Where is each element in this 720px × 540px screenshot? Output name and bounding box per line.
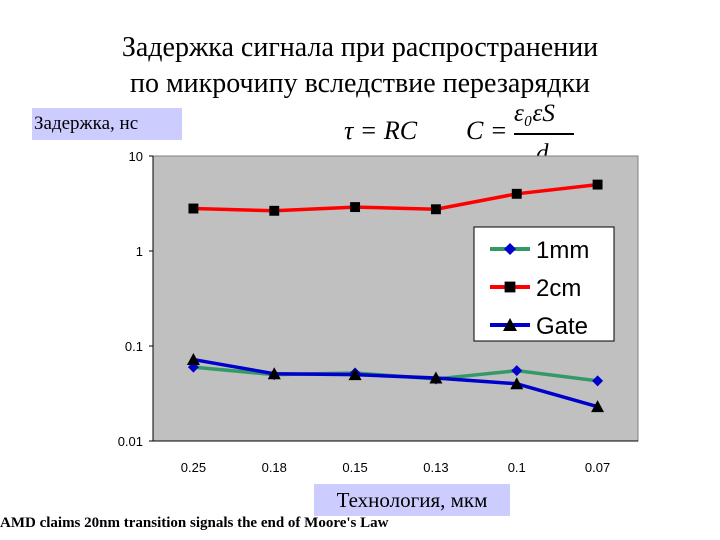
data-point-1mm bbox=[511, 365, 523, 377]
y-axis-label: Задержка, нс bbox=[32, 108, 182, 140]
data-point-1mm bbox=[592, 375, 604, 387]
formula-c-numerator: ε₀εS bbox=[514, 100, 555, 127]
legend-label-gate: Gate bbox=[536, 313, 588, 340]
slide-title: Задержка сигнала при распространении по … bbox=[40, 30, 680, 102]
data-point-gate bbox=[267, 367, 281, 380]
data-point-gate bbox=[429, 371, 443, 384]
data-point-2cm bbox=[511, 188, 522, 199]
formula-tau: τ = RC bbox=[344, 116, 418, 145]
x-tick-label: 0.13 bbox=[423, 460, 448, 475]
data-point-2cm bbox=[188, 203, 199, 214]
data-point-2cm bbox=[350, 202, 361, 213]
formula-fraction-bar bbox=[514, 133, 574, 135]
legend-box bbox=[473, 226, 615, 342]
legend-marker-2cm bbox=[504, 281, 516, 293]
data-point-2cm bbox=[269, 205, 280, 216]
x-tick-label: 0.1 bbox=[508, 460, 526, 475]
legend-label-1mm: 1mm bbox=[536, 237, 589, 264]
x-tick-label: 0.18 bbox=[262, 460, 287, 475]
data-point-gate bbox=[348, 368, 362, 381]
data-point-2cm bbox=[592, 179, 603, 190]
formula-c-lhs: C = bbox=[466, 116, 508, 145]
title-line-1: Задержка сигнала при распространении bbox=[121, 32, 599, 63]
title-line-2: по микрочипу вследствие перезарядки bbox=[129, 68, 591, 99]
legend: 1mm 2cm Gate bbox=[473, 226, 615, 342]
series-line-gate bbox=[193, 357, 599, 409]
data-point-gate bbox=[510, 377, 524, 390]
series-line-2cm bbox=[193, 182, 598, 213]
y-tick-label: 1 bbox=[136, 244, 143, 259]
y-tick-label: 10 bbox=[129, 149, 143, 164]
y-axis: 10 1 0.1 0.01 bbox=[118, 149, 154, 449]
x-tick-label: 0.25 bbox=[181, 460, 206, 475]
legend-label-2cm: 2cm bbox=[536, 275, 581, 302]
x-axis-label: Технология, мкм bbox=[314, 484, 510, 516]
y-tick-label: 0.1 bbox=[125, 339, 143, 354]
data-point-gate bbox=[591, 400, 605, 413]
series-lines bbox=[186, 179, 605, 413]
y-tick-label: 0.01 bbox=[118, 434, 143, 449]
x-tick-label: 0.07 bbox=[585, 460, 610, 475]
data-point-2cm bbox=[430, 204, 441, 215]
x-axis: 0.25 0.18 0.15 0.13 0.1 0.07 bbox=[153, 440, 638, 475]
footnote: AMD claims 20nm transition signals the e… bbox=[0, 515, 389, 531]
data-point-gate bbox=[186, 353, 200, 366]
legend-marker-gate bbox=[503, 318, 517, 331]
x-tick-label: 0.15 bbox=[342, 460, 367, 475]
legend-marker-1mm bbox=[504, 243, 516, 255]
